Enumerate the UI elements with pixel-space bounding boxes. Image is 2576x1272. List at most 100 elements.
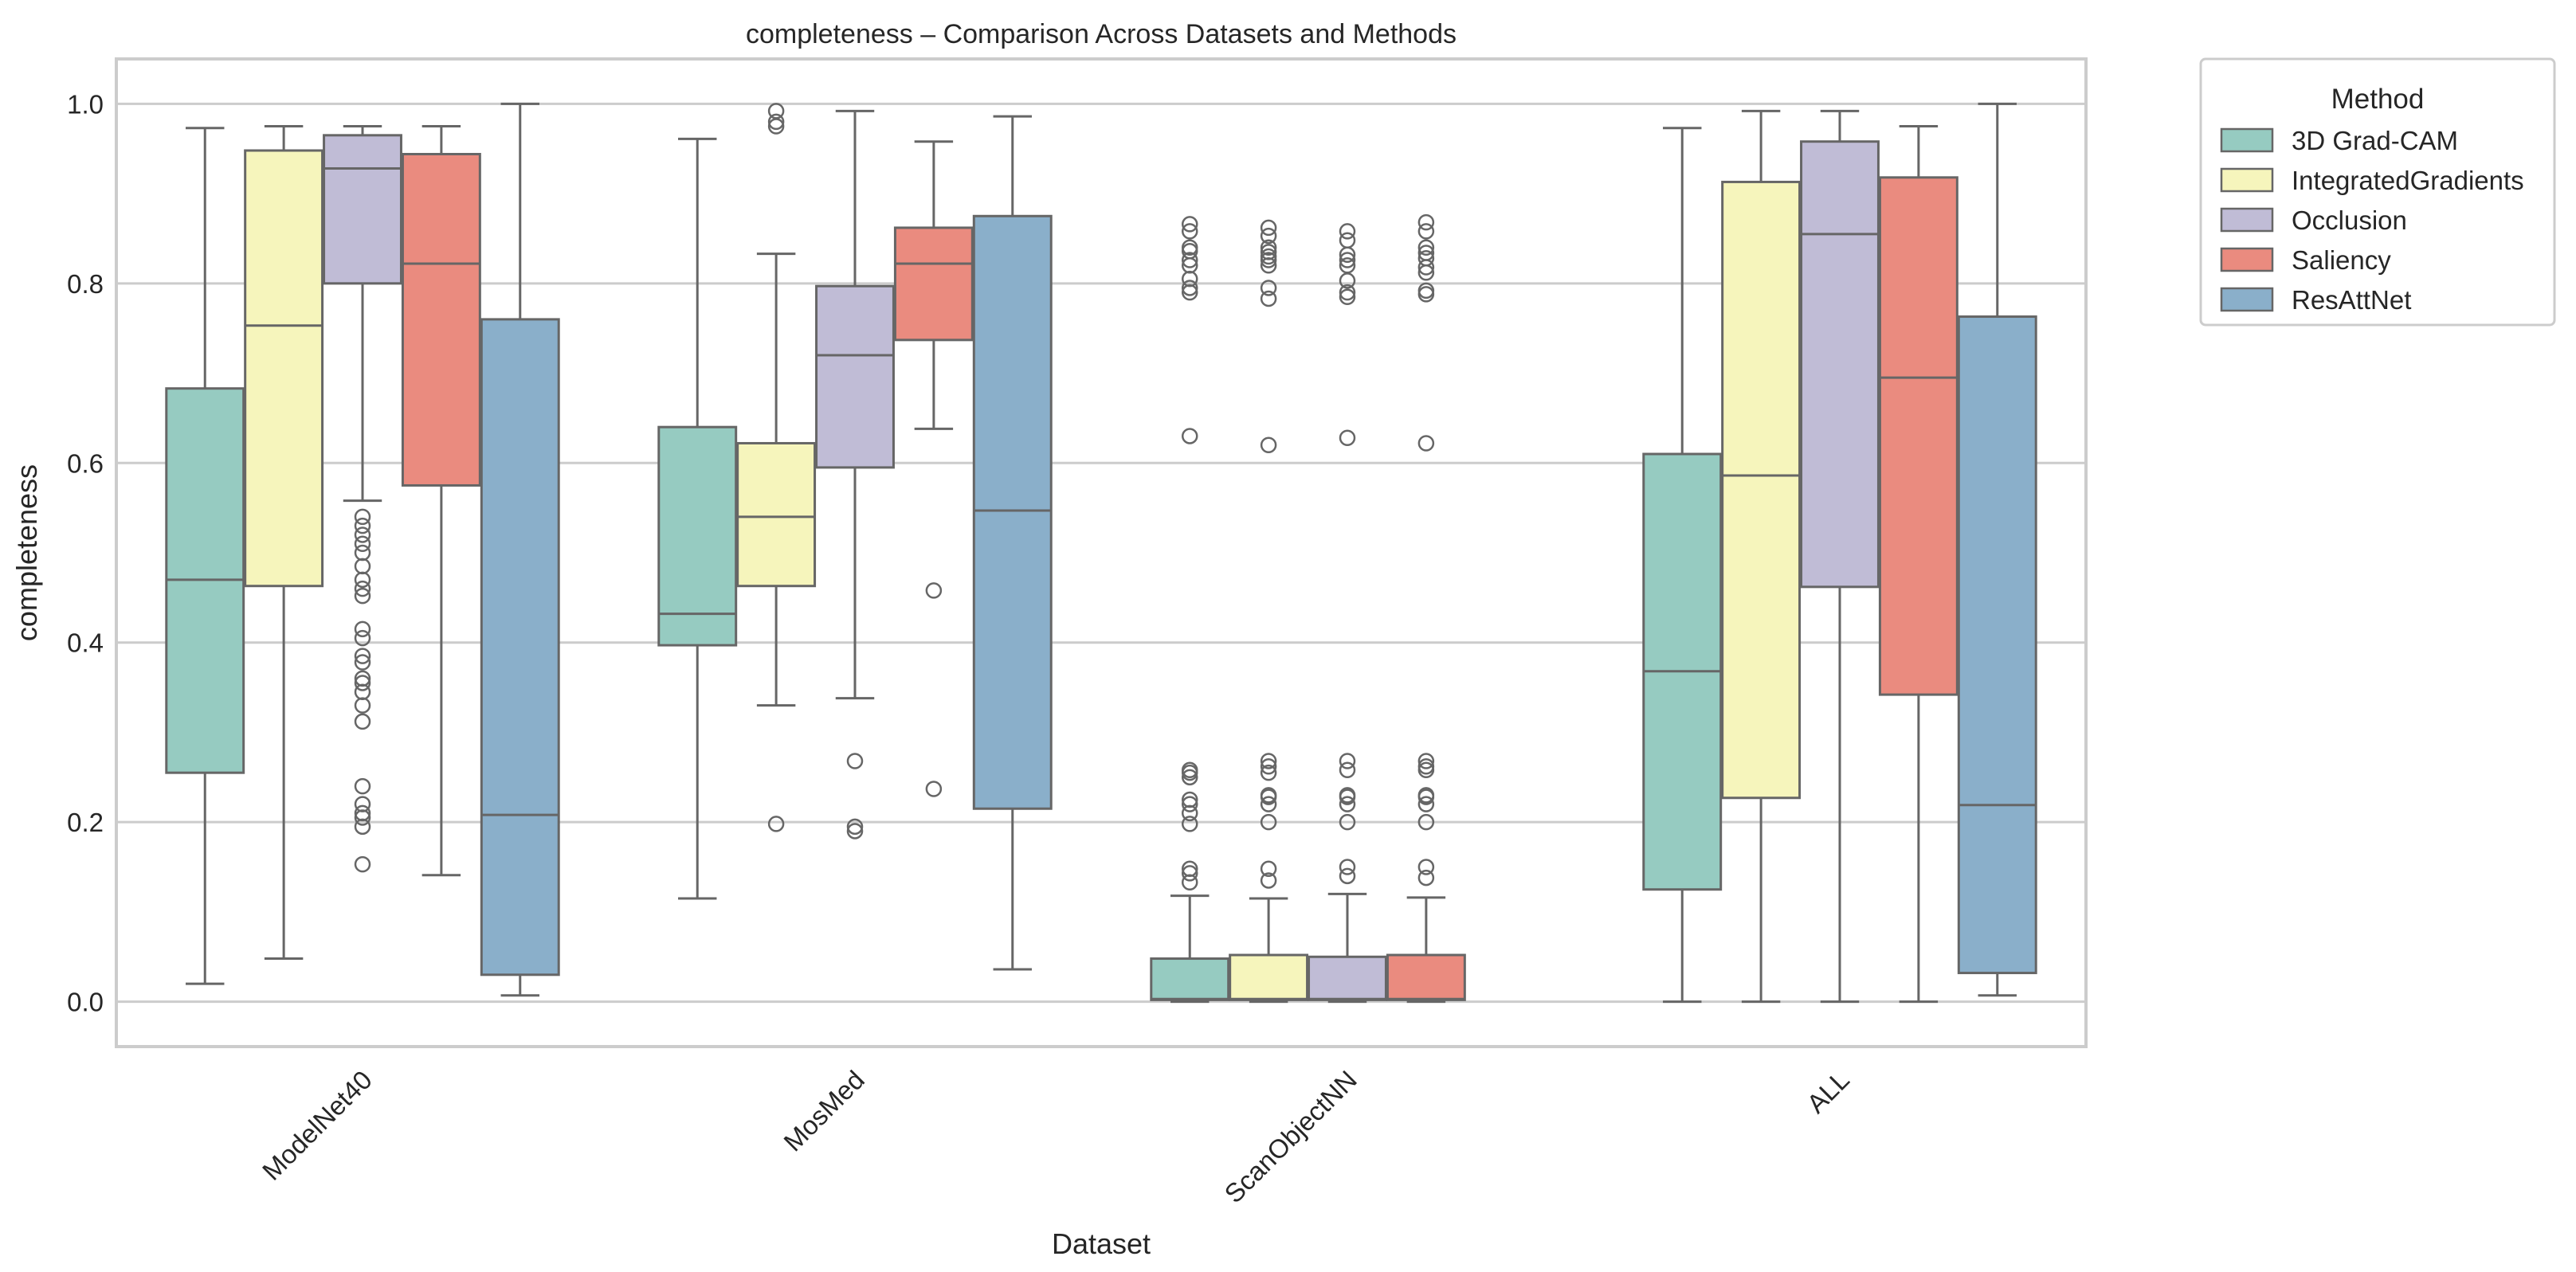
- outlier-point: [1417, 787, 1435, 804]
- outlier-point: [1181, 280, 1198, 296]
- boxplot-resattnet-mosmed: [972, 115, 1053, 971]
- outlier-point: [1181, 796, 1198, 812]
- boxplot-saliency-mosmed: [893, 140, 974, 797]
- y-tick-label: 1.0: [67, 89, 104, 119]
- outlier-point: [925, 582, 943, 599]
- outlier-point: [1181, 239, 1198, 256]
- legend-swatch: [2220, 207, 2274, 233]
- outlier-point: [1417, 813, 1435, 831]
- plot-area-frame: [115, 57, 2088, 1048]
- iqr-box: [480, 318, 560, 977]
- outlier-point: [1339, 867, 1356, 885]
- y-tick-label: 0.2: [67, 808, 104, 837]
- outlier-point: [1260, 227, 1277, 245]
- outlier-point: [1417, 250, 1435, 267]
- outlier-point: [1181, 252, 1198, 268]
- outlier-point: [354, 508, 371, 526]
- y-tick-label: 0.6: [67, 448, 104, 478]
- outlier-point: [1339, 429, 1356, 446]
- iqr-box: [1308, 955, 1387, 1001]
- outlier-point: [1260, 872, 1277, 889]
- outlier-point: [1417, 213, 1435, 231]
- outlier-point: [1181, 769, 1198, 786]
- outlier-point: [1417, 223, 1435, 240]
- outlier-point: [1339, 232, 1356, 249]
- chart-title: completeness – Comparison Across Dataset…: [746, 19, 1457, 49]
- legend-swatch: [2220, 287, 2274, 312]
- legend-label: IntegratedGradients: [2292, 166, 2524, 195]
- boxplot-occlusion-scanobjectnn: [1308, 223, 1387, 1004]
- outlier-point: [1417, 282, 1435, 299]
- iqr-box: [736, 441, 817, 588]
- outlier-point: [1260, 758, 1277, 775]
- outlier-point: [1339, 284, 1356, 301]
- y-tick-label: 0.0: [67, 988, 104, 1017]
- outlier-point: [1260, 280, 1277, 296]
- outlier-point: [1260, 290, 1277, 307]
- boxplot-occlusion-all: [1800, 109, 1880, 1004]
- y-axis-label: completeness: [10, 464, 43, 641]
- outlier-point: [767, 103, 785, 119]
- legend-swatch: [2220, 247, 2274, 272]
- box-plots: [165, 102, 2037, 1004]
- outlier-point: [1339, 753, 1356, 769]
- legend: Method 3D Grad-CAM IntegratedGradients Occ…: [2199, 57, 2556, 327]
- legend-frame: [2199, 57, 2556, 327]
- iqr-box: [1721, 180, 1802, 800]
- outlier-point: [354, 629, 371, 647]
- iqr-box: [1878, 176, 1958, 696]
- boxplot-occlusion-modelnet40: [323, 125, 402, 873]
- legend-swatch: [2220, 127, 2274, 153]
- outlier-point: [846, 753, 864, 769]
- outlier-point: [354, 675, 371, 691]
- outlier-point: [1417, 753, 1435, 769]
- boxplot-saliency-all: [1878, 125, 1958, 1004]
- outlier-point: [354, 855, 371, 873]
- boxplot-3d-grad-cam-scanobjectnn: [1150, 216, 1230, 1004]
- boxplot-integratedgradients-scanobjectnn: [1229, 219, 1309, 1004]
- legend-title: Method: [2331, 84, 2425, 115]
- outlier-point: [1339, 223, 1356, 240]
- outlier-point: [354, 713, 371, 730]
- boxplot-occlusion-mosmed: [815, 109, 895, 840]
- boxplot-integratedgradients-all: [1721, 109, 1802, 1004]
- boxplot-3d-grad-cam-mosmed: [657, 137, 738, 900]
- outlier-point: [1181, 223, 1198, 240]
- y-tick-labels: 0.0 0.2 0.4 0.6 0.8 1.0: [67, 89, 104, 1016]
- boxplot-integratedgradients-modelnet40: [244, 125, 324, 961]
- outlier-point: [354, 517, 371, 534]
- legend-swatch: [2220, 167, 2274, 193]
- outlier-point: [1260, 813, 1277, 831]
- outlier-point: [354, 620, 371, 638]
- y-tick-label: 0.8: [67, 269, 104, 299]
- legend-label: 3D Grad-CAM: [2292, 126, 2458, 155]
- iqr-box: [323, 134, 402, 285]
- outlier-point: [1260, 219, 1277, 237]
- outlier-point: [846, 818, 864, 836]
- boxplot-integratedgradients-mosmed: [736, 103, 817, 832]
- outlier-point: [354, 535, 371, 552]
- iqr-box: [972, 214, 1053, 810]
- outlier-point: [1417, 435, 1435, 452]
- legend-label: Saliency: [2292, 245, 2391, 275]
- outlier-point: [1181, 865, 1198, 882]
- outlier-point: [1260, 787, 1277, 804]
- outlier-point: [354, 777, 371, 795]
- outlier-point: [1260, 796, 1277, 812]
- iqr-box: [1800, 140, 1880, 589]
- outlier-point: [1339, 761, 1356, 779]
- boxplot-saliency-modelnet40: [401, 125, 481, 877]
- iqr-box: [657, 425, 738, 647]
- legend-label: Occlusion: [2292, 205, 2407, 235]
- outlier-point: [1417, 796, 1435, 812]
- outlier-point: [1339, 813, 1356, 831]
- outlier-point: [1260, 764, 1277, 781]
- outlier-point: [1417, 869, 1435, 886]
- boxplot-saliency-scanobjectnn: [1386, 213, 1466, 1004]
- outlier-point: [354, 526, 371, 543]
- outlier-point: [1181, 860, 1198, 878]
- outlier-point: [354, 648, 371, 664]
- outlier-point: [1260, 244, 1277, 260]
- outlier-point: [354, 654, 371, 671]
- outlier-point: [1260, 753, 1277, 769]
